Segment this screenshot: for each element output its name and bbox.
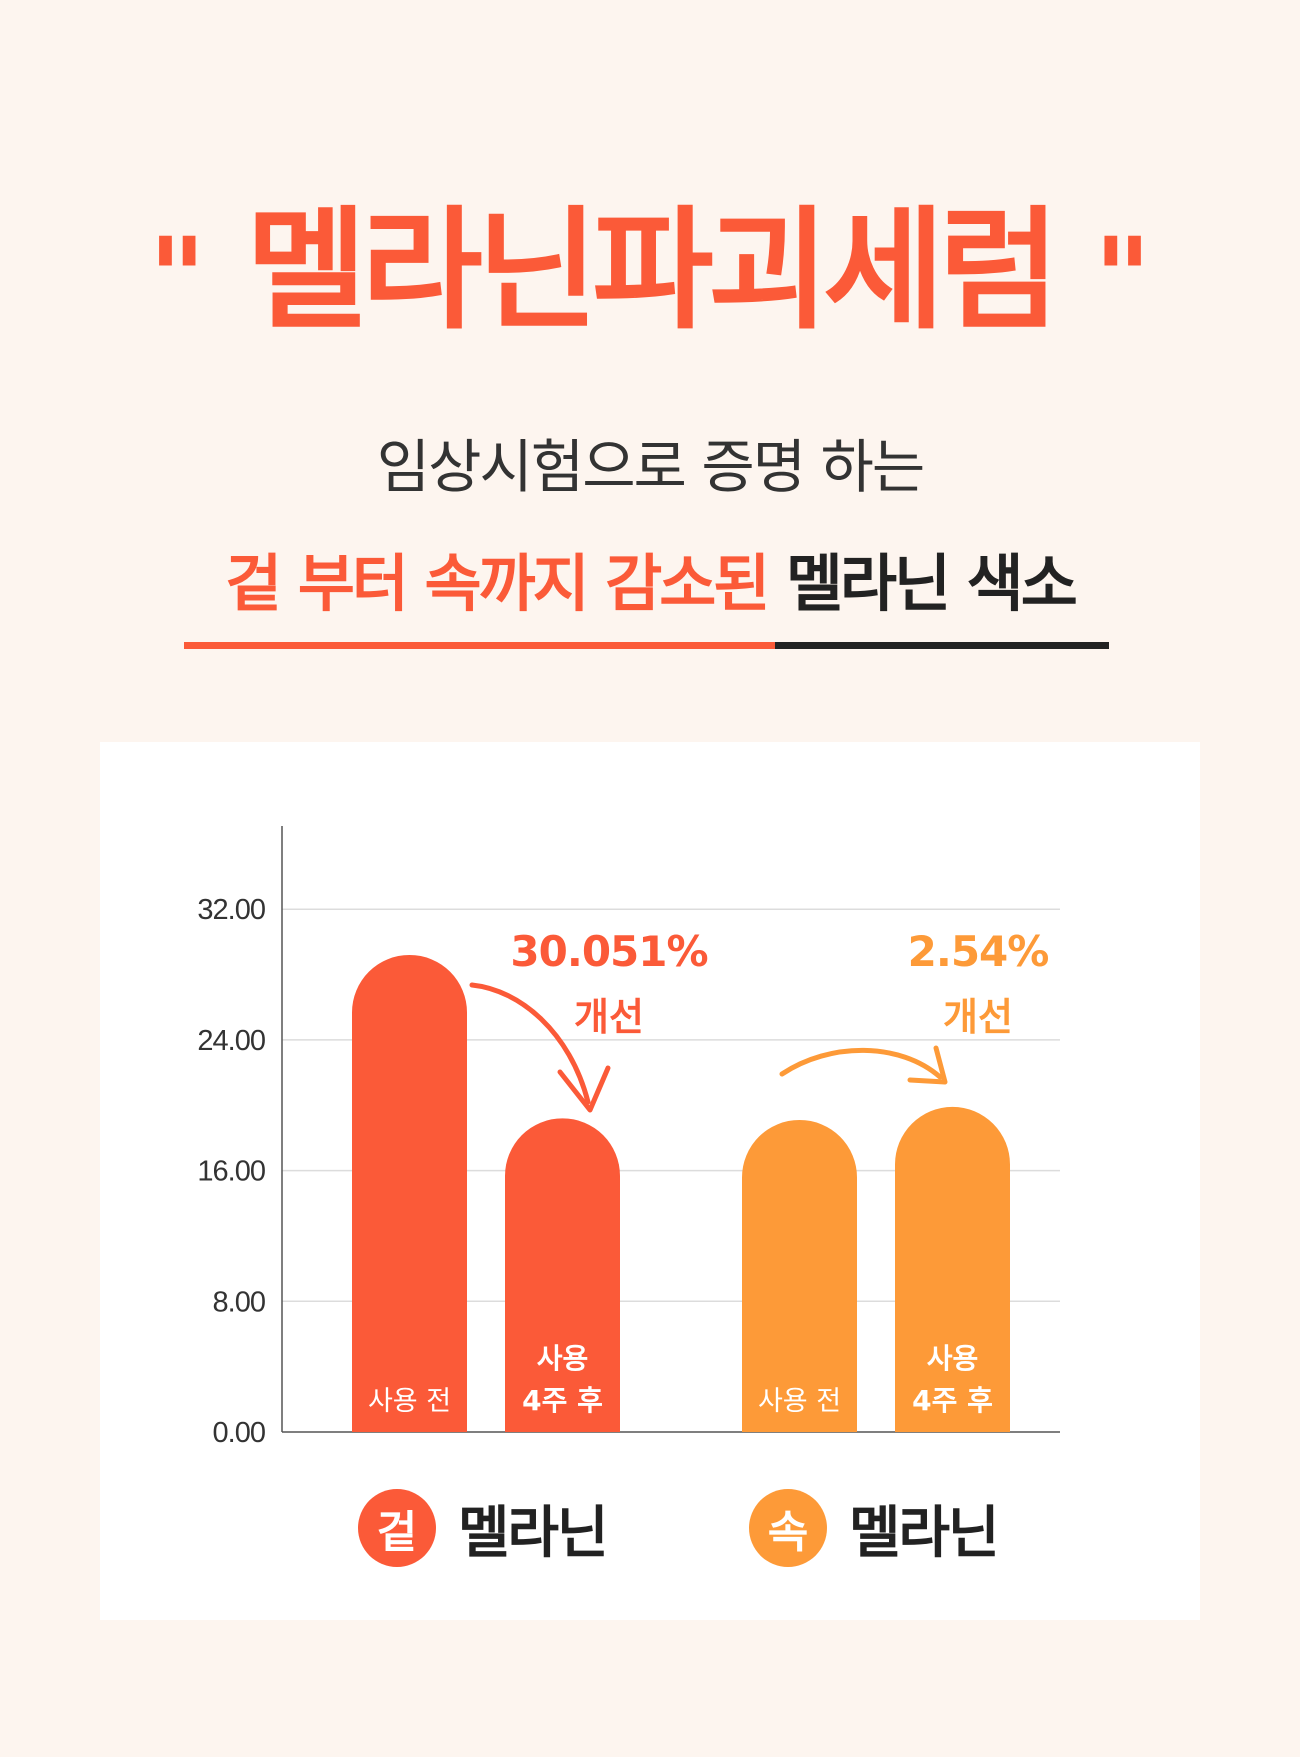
badge-inner: 속	[749, 1489, 827, 1567]
bar-label: 사용 전	[368, 1386, 451, 1417]
bar-label: 4주 후	[522, 1384, 603, 1417]
group-label-inner: 속 멜라닌	[749, 1488, 1000, 1568]
bar-label: 사용	[927, 1342, 979, 1375]
open-quote: "	[148, 214, 206, 342]
group-text-outer: 멜라닌	[458, 1500, 609, 1566]
product-name: 멜라닌파괴세럼	[245, 194, 1060, 348]
bar-chart: 0.00 8.00 16.00 24.00 32.00 사용 전 사용 4주 후 사용 전 사용 4…	[197, 826, 1060, 1449]
bar-label: 사용	[537, 1342, 589, 1375]
bar-label: 4주 후	[912, 1384, 993, 1417]
arrow-icon	[469, 982, 591, 1105]
close-quote: "	[1094, 214, 1152, 342]
bar	[505, 1118, 620, 1432]
y-tick-label: 16.00	[197, 1156, 265, 1188]
y-tick-label: 32.00	[197, 894, 265, 926]
chart-card: 0.00 8.00 16.00 24.00 32.00 사용 전 사용 4주 후 사용 전 사용 4…	[100, 742, 1200, 1620]
group-label-outer: 겉 멜라닌	[358, 1488, 609, 1568]
y-tick-label: 0.00	[213, 1417, 265, 1449]
headline-underline-accent	[184, 642, 775, 649]
arrowhead-icon	[557, 1065, 611, 1113]
annotation-percent: 30.051%	[510, 927, 707, 976]
headline-underline-dark	[775, 642, 1109, 649]
bar-label: 사용 전	[758, 1386, 841, 1417]
annotation-text: 개선	[943, 995, 1013, 1039]
annotation-percent: 2.54%	[908, 927, 1049, 976]
arrow-icon	[779, 1047, 943, 1080]
headline-accent: 겉 부터 속까지 감소된	[225, 547, 770, 620]
bar	[352, 954, 467, 1432]
y-tick-label: 24.00	[197, 1025, 265, 1057]
headline: 겉 부터 속까지 감소된 멜라닌 색소	[0, 553, 1300, 615]
group-text-inner: 멜라닌	[849, 1500, 1000, 1566]
bar	[741, 1119, 857, 1432]
product-title: " 멜라닌파괴세럼 "	[0, 205, 1300, 337]
arrowhead-icon	[907, 1045, 948, 1085]
bar	[894, 1106, 1010, 1432]
y-tick-label: 8.00	[213, 1286, 265, 1318]
subtitle: 임상시험으로 증명 하는	[376, 433, 925, 501]
badge-outer: 겉	[358, 1489, 436, 1567]
headline-dark: 멜라닌 색소	[785, 547, 1078, 620]
annotation-text: 개선	[574, 995, 644, 1039]
